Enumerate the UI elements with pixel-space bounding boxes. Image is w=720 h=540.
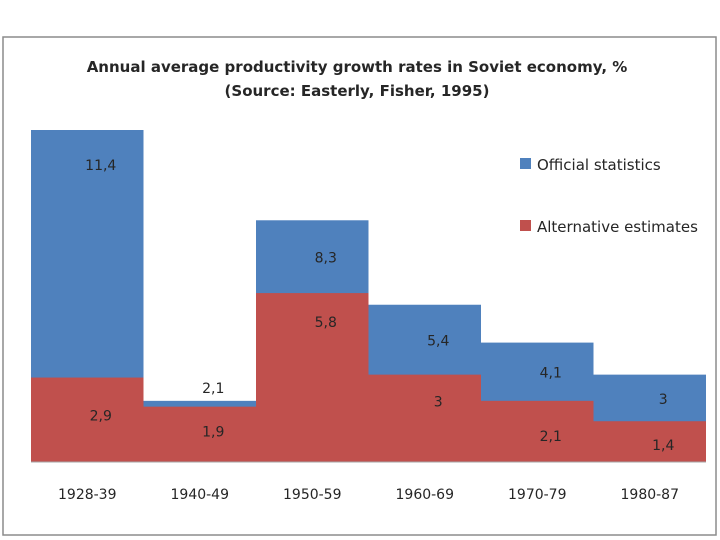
bar-alternative-1960-69 [368, 374, 481, 462]
x-tick-label-1950-59: 1950-59 [283, 487, 342, 503]
bar-alternative-1940-49 [143, 406, 256, 462]
x-tick-label-1940-49: 1940-49 [171, 487, 230, 503]
value-label-official-1970-79: 4,1 [540, 366, 562, 382]
value-labels-group: 11,4 2,9 2,1 1,9 8,3 5,8 5,4 3 4,1 2,1 3 1,4 [85, 158, 674, 454]
bar-alternative-1950-59 [256, 293, 369, 462]
value-label-official-1950-59: 8,3 [315, 251, 337, 267]
value-label-alternative-1950-59: 5,8 [315, 315, 337, 331]
legend-swatch-alternative [520, 220, 531, 231]
value-label-official-1940-49: 2,1 [202, 381, 224, 397]
legend-label-alternative: Alternative estimates [537, 218, 698, 236]
value-label-alternative-1940-49: 1,9 [202, 425, 224, 441]
value-label-alternative-1928-39: 2,9 [90, 409, 112, 425]
value-label-alternative-1980-87: 1,4 [652, 438, 674, 454]
value-label-alternative-1960-69: 3 [434, 395, 443, 411]
value-label-alternative-1970-79: 2,1 [540, 429, 562, 445]
legend-swatch-official [520, 158, 531, 169]
x-tick-label-1928-39: 1928-39 [58, 487, 117, 503]
value-label-official-1980-87: 3 [659, 392, 668, 408]
bar-alternative-1980-87 [593, 421, 706, 462]
x-tick-label-1970-79: 1970-79 [508, 487, 567, 503]
chart-title: Annual average productivity growth rates… [87, 58, 628, 76]
legend: Official statistics Alternative estimate… [520, 156, 698, 236]
bar-alternative-1928-39 [31, 377, 144, 462]
legend-label-official: Official statistics [537, 156, 661, 174]
x-tick-label-1960-69: 1960-69 [396, 487, 455, 503]
value-label-official-1960-69: 5,4 [427, 334, 449, 350]
bars-group [31, 130, 706, 462]
bar-alternative-1970-79 [481, 400, 594, 462]
x-axis-tick-labels: 1928-39 1940-49 1950-59 1960-69 1970-79 1980-… [58, 487, 679, 503]
value-label-official-1928-39: 11,4 [85, 158, 116, 174]
x-tick-label-1980-87: 1980-87 [621, 487, 680, 503]
chart-subtitle: (Source: Easterly, Fisher, 1995) [225, 82, 490, 100]
